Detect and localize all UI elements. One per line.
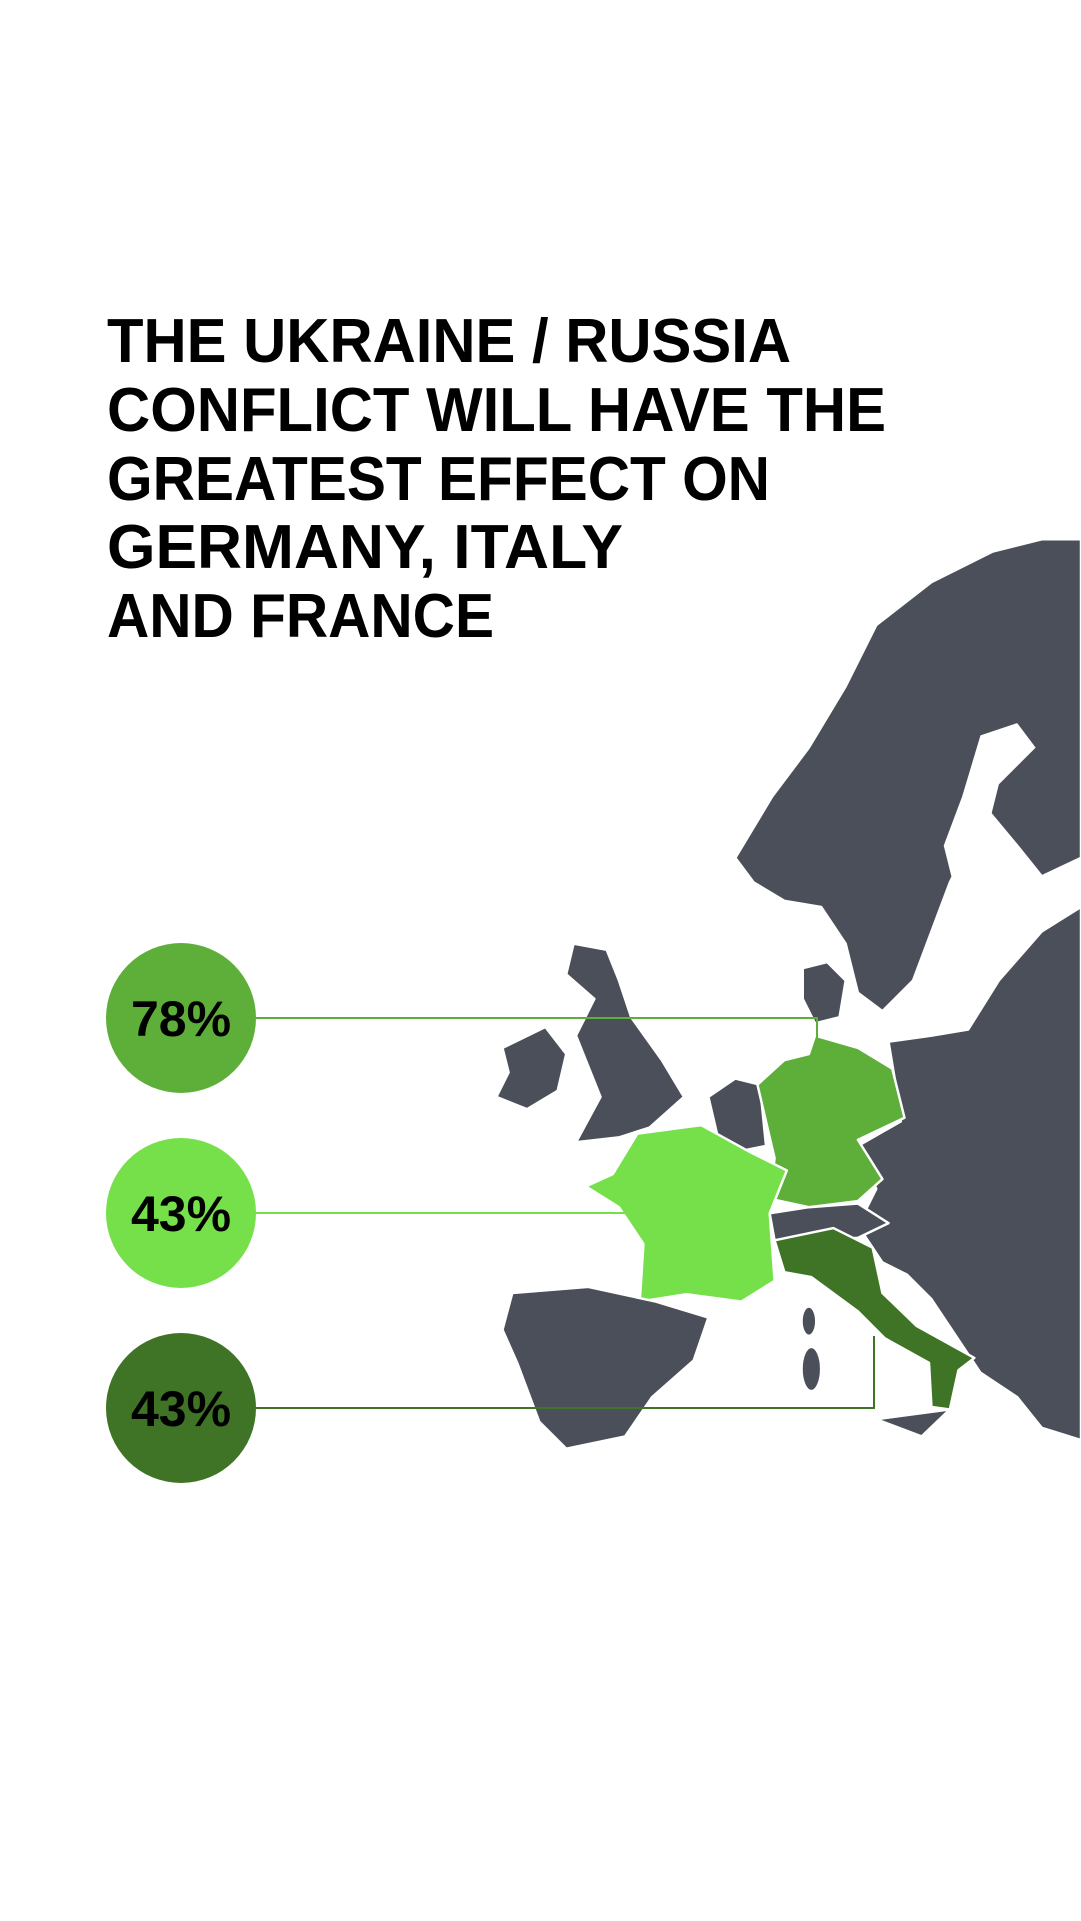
title: THE UKRAINE / RUSSIA CONFLICT WILL HAVE …: [107, 307, 886, 651]
title-line: AND FRANCE: [107, 582, 494, 651]
iberia: [501, 1285, 710, 1450]
stat-label: 43%: [131, 1186, 231, 1242]
stat-circle: [106, 1333, 256, 1483]
connectors: [256, 1017, 875, 1409]
scandinavia: [734, 538, 1081, 1013]
connector: [256, 1336, 875, 1409]
denmark: [801, 960, 847, 1025]
stat-circle: [106, 943, 256, 1093]
title-line: GREATEST EFFECT ON: [107, 445, 770, 514]
sardinia: [800, 1345, 823, 1393]
sea: [943, 723, 1036, 895]
stats: 78% 43% 43%: [106, 943, 256, 1483]
france: [584, 1123, 789, 1303]
stat-label: 43%: [131, 1381, 231, 1437]
title-line: GERMANY, ITALY: [107, 513, 623, 582]
sicily: [875, 1408, 952, 1438]
connector: [256, 1017, 818, 1045]
stat-circle: [106, 1138, 256, 1288]
title-line: THE UKRAINE / RUSSIA: [107, 307, 791, 376]
ireland: [495, 1025, 568, 1111]
stat-label: 78%: [131, 991, 231, 1047]
map: [495, 538, 1081, 1450]
britain: [565, 942, 686, 1144]
corsica: [800, 1305, 818, 1338]
title-line: CONFLICT WILL HAVE THE: [107, 376, 886, 445]
